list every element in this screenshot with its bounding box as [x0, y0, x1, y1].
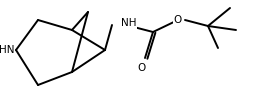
Text: O: O: [174, 15, 182, 25]
Text: HN: HN: [0, 45, 14, 55]
Text: O: O: [138, 63, 146, 73]
Text: NH: NH: [121, 18, 136, 28]
